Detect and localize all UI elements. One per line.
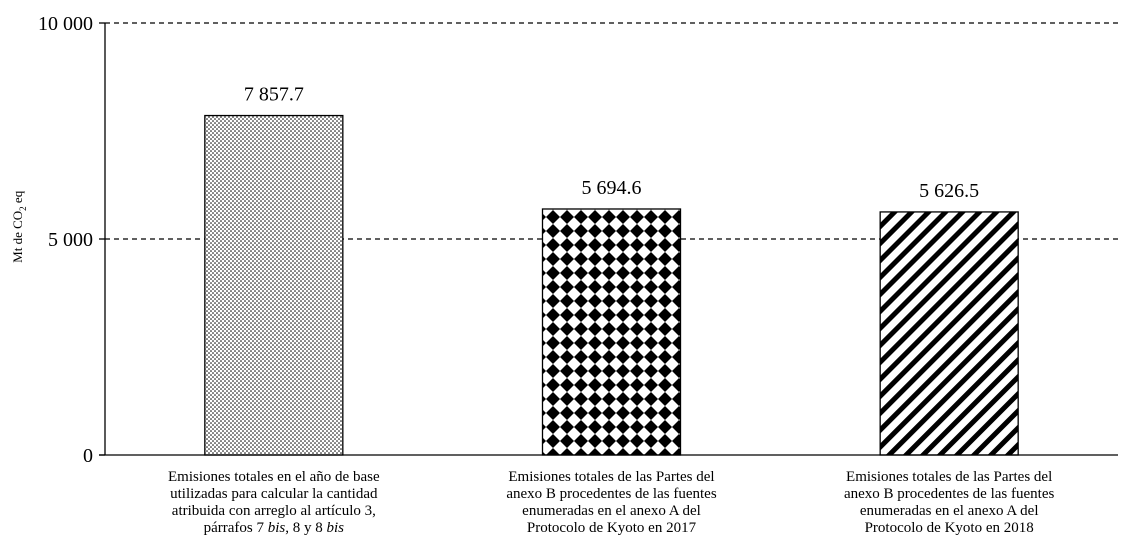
bar bbox=[879, 211, 1019, 456]
axes bbox=[99, 23, 1118, 456]
bar bbox=[541, 208, 682, 456]
bars bbox=[204, 114, 1019, 456]
data-label: 5 694.6 bbox=[582, 177, 642, 199]
y-axis-label: Mt de CO2 eq bbox=[10, 190, 28, 263]
data-label: 7 857.7 bbox=[244, 84, 304, 106]
x-category-label: Emisiones totales de las Partes del anexo… bbox=[843, 469, 1055, 536]
data-labels: 7 857.7 5 694.6 5 626.5 bbox=[244, 84, 979, 202]
bar bbox=[204, 114, 344, 456]
x-category-label: Emisiones totales de las Partes del anexo… bbox=[506, 469, 717, 536]
y-tick-label: 10 000 bbox=[38, 13, 93, 35]
data-label: 5 626.5 bbox=[919, 180, 979, 202]
x-category-label: Emisiones totales en el año de base utili… bbox=[168, 469, 380, 536]
y-tick-label: 0 bbox=[83, 445, 93, 467]
y-tick-label: 5 000 bbox=[48, 229, 93, 251]
y-tick-labels: 0 5 000 10 000 bbox=[38, 13, 105, 467]
